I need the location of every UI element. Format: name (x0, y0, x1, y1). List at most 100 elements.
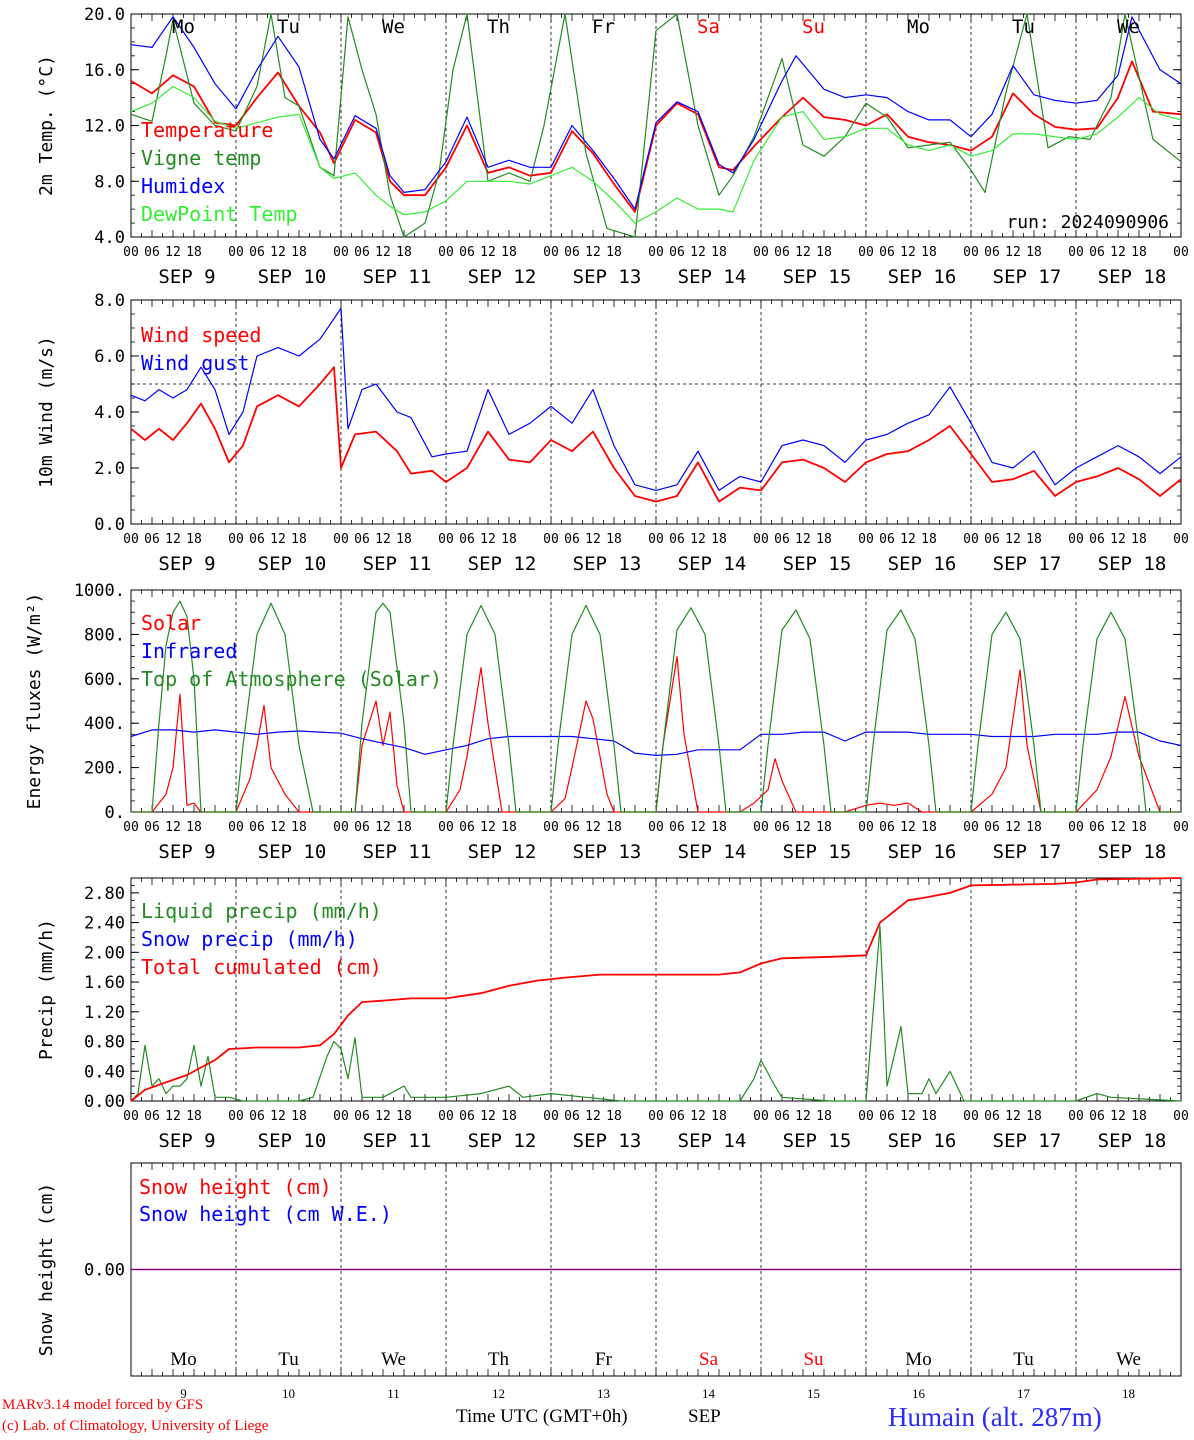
hour-tick-label: 18 (711, 245, 727, 260)
hour-tick-label: 00 (753, 1109, 769, 1124)
hour-tick-label: 18 (1131, 820, 1147, 835)
y-tick-label: 0.00 (84, 1092, 125, 1112)
hour-tick-label: 18 (816, 820, 832, 835)
date-label: SEP 14 (678, 841, 747, 863)
hour-tick-label: 00 (648, 820, 664, 835)
hour-tick-label: 12 (165, 245, 181, 260)
date-label: SEP 17 (993, 1130, 1062, 1152)
day-abbr: We (381, 1349, 406, 1370)
station-name: Humain (alt. 287m) (888, 1402, 1102, 1432)
day-number: 11 (387, 1386, 400, 1401)
legend-entry: DewPoint Temp (141, 202, 298, 226)
hour-tick-label: 18 (186, 820, 202, 835)
y-axis-label: 2m Temp. (°C) (36, 55, 57, 196)
hour-tick-label: 18 (396, 820, 412, 835)
day-abbr: Mo (170, 1349, 196, 1370)
date-label: SEP 17 (993, 553, 1062, 575)
day-abbr: We (1116, 1349, 1141, 1370)
date-label: SEP 11 (363, 841, 432, 863)
y-axis-label: Energy fluxes (W/m²) (24, 593, 45, 810)
hour-tick-label: 12 (900, 1109, 916, 1124)
date-label: SEP 10 (258, 1130, 327, 1152)
hour-tick-label: 12 (900, 820, 916, 835)
date-label: SEP 18 (1098, 1130, 1167, 1152)
hour-tick-label: 00 (648, 1109, 664, 1124)
hour-tick-label: 06 (459, 1109, 475, 1124)
hour-tick-label: 06 (879, 532, 895, 547)
hour-tick-label: 18 (186, 532, 202, 547)
day-abbr: Fr (595, 1349, 613, 1370)
hour-tick-label: 00 (333, 1109, 349, 1124)
legend-entry: Snow precip (mm/h) (141, 927, 358, 951)
y-tick-label: 20.0 (84, 5, 125, 25)
hour-tick-label: 00 (1173, 532, 1189, 547)
hour-tick-label: 06 (669, 1109, 685, 1124)
y-tick-label: 6.0 (94, 347, 125, 367)
hour-tick-label: 00 (1173, 1109, 1189, 1124)
y-tick-label: 8.0 (94, 172, 125, 192)
legend-entry: Wind gust (141, 351, 249, 375)
hour-tick-label: 06 (144, 245, 160, 260)
hour-tick-label: 06 (774, 245, 790, 260)
date-label: SEP 13 (573, 841, 642, 863)
hour-tick-label: 18 (291, 532, 307, 547)
hour-tick-label: 06 (249, 532, 265, 547)
date-label: SEP 11 (363, 1130, 432, 1152)
hour-tick-label: 18 (606, 532, 622, 547)
hour-tick-label: 00 (753, 820, 769, 835)
date-label: SEP 14 (678, 1130, 747, 1152)
date-label: SEP 12 (468, 1130, 537, 1152)
hour-tick-label: 06 (984, 532, 1000, 547)
day-abbr: Tu (1012, 16, 1035, 38)
hour-tick-label: 00 (228, 245, 244, 260)
series-line (131, 600, 1181, 813)
hour-tick-label: 00 (1173, 245, 1189, 260)
date-label: SEP 10 (258, 266, 327, 288)
y-tick-label: 0.0 (94, 515, 125, 535)
day-abbr: Th (488, 1349, 510, 1370)
y-tick-label: 200. (84, 759, 125, 779)
hour-tick-label: 12 (165, 1109, 181, 1124)
date-label: SEP 11 (363, 553, 432, 575)
hour-tick-label: 18 (501, 1109, 517, 1124)
hour-tick-label: 00 (1068, 820, 1084, 835)
hour-tick-label: 18 (816, 1109, 832, 1124)
day-abbr: Tu (1013, 1349, 1034, 1370)
hour-tick-label: 06 (144, 820, 160, 835)
y-axis-label: Snow height (cm) (36, 1183, 57, 1356)
hour-tick-label: 18 (1026, 245, 1042, 260)
legend-entry: Infrared (141, 639, 237, 663)
y-tick-label: 0.40 (84, 1062, 125, 1082)
hour-tick-label: 00 (1068, 532, 1084, 547)
hour-tick-label: 18 (1131, 1109, 1147, 1124)
hour-tick-label: 06 (249, 1109, 265, 1124)
hour-tick-label: 00 (543, 532, 559, 547)
hour-tick-label: 00 (543, 1109, 559, 1124)
date-label: SEP 18 (1098, 266, 1167, 288)
series-line (130, 16, 1182, 210)
hour-tick-label: 12 (585, 820, 601, 835)
y-tick-label: 1.60 (84, 973, 125, 993)
hour-tick-label: 18 (921, 532, 937, 547)
hour-tick-label: 18 (1026, 532, 1042, 547)
hour-tick-label: 12 (1005, 820, 1021, 835)
day-number: 9 (180, 1386, 187, 1401)
hour-tick-label: 06 (669, 245, 685, 260)
hour-tick-label: 06 (1089, 245, 1105, 260)
hour-tick-label: 12 (1110, 532, 1126, 547)
hour-tick-label: 12 (585, 1109, 601, 1124)
hour-tick-label: 00 (963, 245, 979, 260)
hour-tick-label: 18 (396, 245, 412, 260)
date-label: SEP 15 (783, 553, 852, 575)
hour-tick-label: 06 (459, 532, 475, 547)
day-abbr: Sa (699, 1349, 719, 1370)
hour-tick-label: 00 (228, 820, 244, 835)
hour-tick-label: 18 (186, 1109, 202, 1124)
hour-tick-label: 06 (879, 820, 895, 835)
hour-tick-label: 18 (816, 245, 832, 260)
date-label: SEP 15 (783, 841, 852, 863)
hour-tick-label: 00 (963, 1109, 979, 1124)
hour-tick-label: 12 (375, 1109, 391, 1124)
hour-tick-label: 00 (228, 1109, 244, 1124)
hour-tick-label: 12 (270, 820, 286, 835)
